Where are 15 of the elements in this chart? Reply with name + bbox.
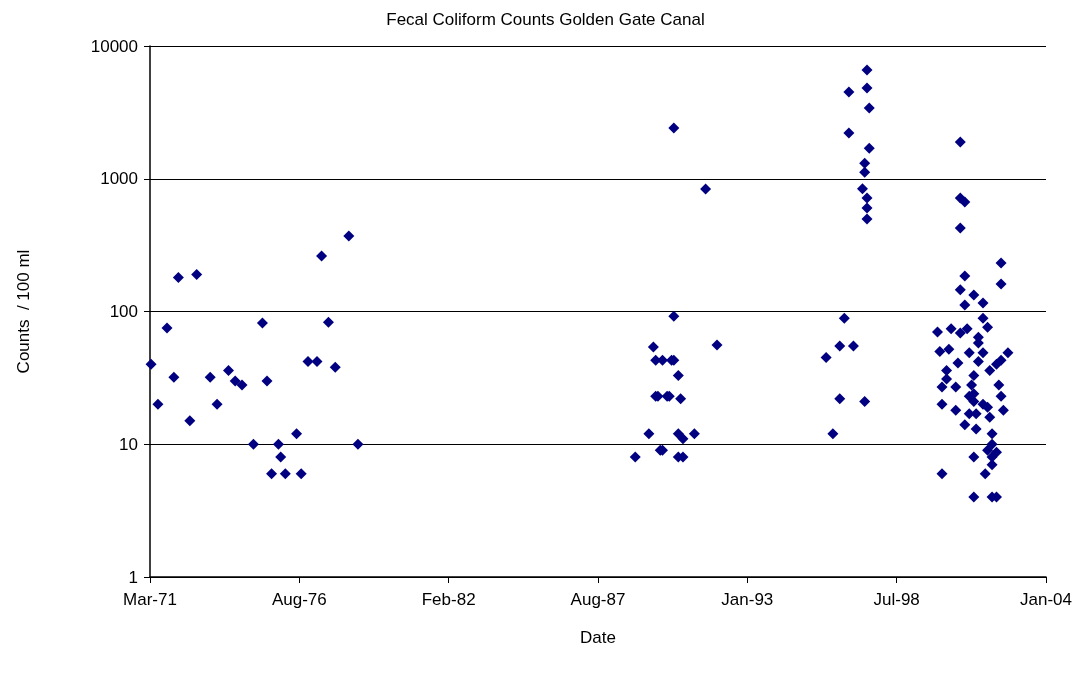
x-tick-label: Mar-71 [123,590,177,609]
x-axis-title: Date [580,628,616,647]
x-tick-label: Aug-87 [570,590,626,609]
x-tick-label: Aug-76 [271,590,327,609]
y-tick-label: 10000 [90,36,138,56]
x-tick-label: Feb-82 [421,590,476,609]
y-tick-label: 100 [109,302,138,321]
y-axis-title: Counts / 100 ml [14,249,33,374]
y-tick-label: 1 [128,567,138,587]
x-tick-label: Jan-93 [721,590,774,609]
y-tick-label: 10 [119,434,138,454]
x-tick-label: Jan-04 [1020,590,1072,609]
x-tick-label: Jul-98 [873,590,920,609]
y-tick-label: 1000 [100,169,138,189]
chart-title: Fecal Coliform Counts Golden Gate Canal [386,10,705,29]
